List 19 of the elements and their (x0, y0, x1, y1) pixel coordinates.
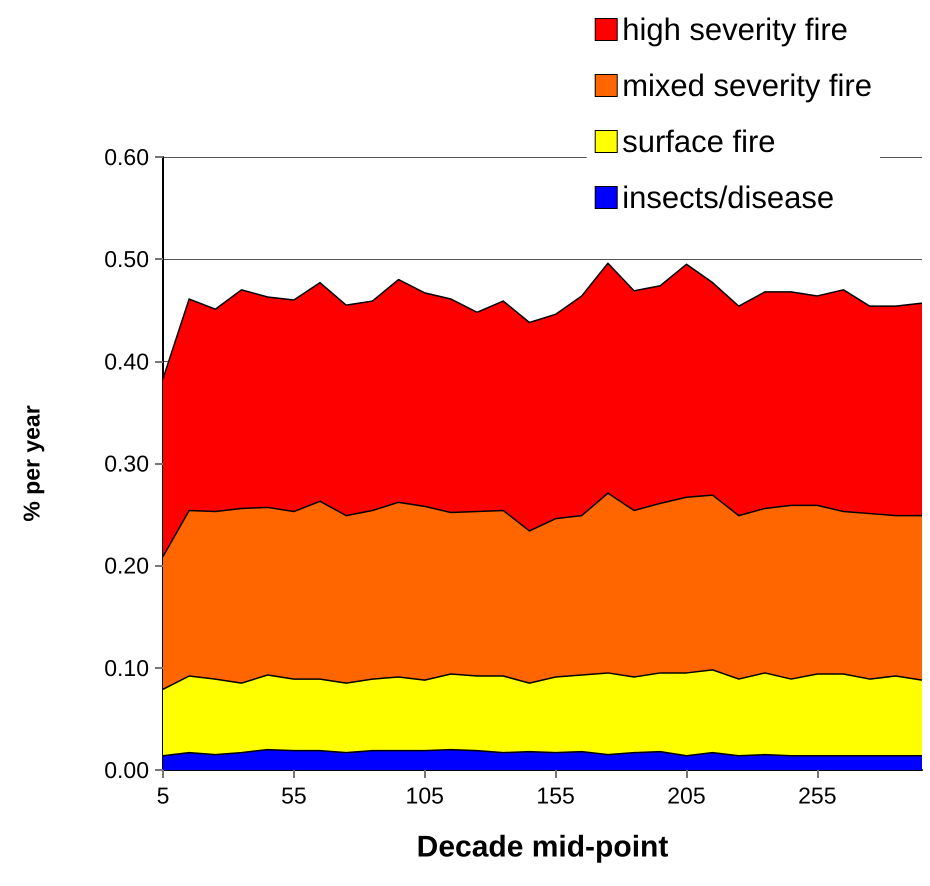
y-tick-label: 0.40 (104, 348, 149, 374)
y-tick-label: 0.50 (104, 246, 149, 272)
x-axis-title: Decade mid-point (416, 830, 668, 864)
y-tick-label: 0.60 (104, 144, 149, 170)
y-tick-label: 0.30 (104, 450, 149, 476)
legend-label: mixed severity fire (622, 68, 872, 103)
x-tick-label: 55 (281, 782, 307, 808)
x-tick-label: 205 (667, 782, 706, 808)
x-tick-label: 255 (798, 782, 836, 808)
legend-label: insects/disease (622, 180, 834, 215)
legend-label: high severity fire (622, 12, 848, 47)
x-tick-label: 105 (406, 782, 444, 808)
y-tick-label: 0.20 (104, 552, 149, 579)
y-tick-label: 0.00 (104, 757, 149, 783)
x-tick-label: 5 (156, 782, 170, 808)
x-tick-label: 155 (536, 782, 575, 808)
y-tick-label: 0.10 (104, 654, 149, 681)
y-axis-title: % per year (18, 405, 44, 522)
legend-label: surface fire (622, 124, 776, 159)
